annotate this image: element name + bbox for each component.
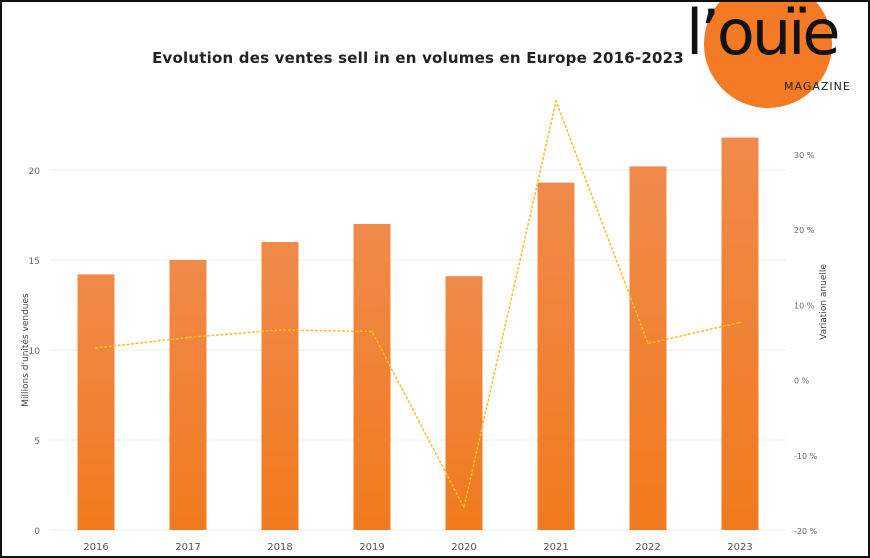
y-tick-label: 20 <box>29 167 41 177</box>
line-point <box>95 347 97 349</box>
logo-circle <box>704 2 832 108</box>
bar <box>721 137 759 530</box>
bar <box>169 260 207 530</box>
y2-tick-label: -10 % <box>794 452 818 461</box>
y2-tick-label: 0 % <box>794 377 810 386</box>
logo-subtitle: MAGAZINE <box>784 80 851 93</box>
y-axis-label: Millions d'unités vendues <box>20 293 31 407</box>
bar <box>537 182 575 530</box>
variation-line <box>95 98 741 510</box>
line-point <box>187 336 189 339</box>
line-point <box>647 342 649 345</box>
x-tick-label: 2016 <box>83 542 108 553</box>
y2-tick-label: 10 % <box>794 301 815 310</box>
x-tick-label: 2022 <box>635 542 660 553</box>
y-tick-label: 0 <box>34 527 40 537</box>
y-tick-label: 15 <box>29 257 40 267</box>
chart-title: Evolution des ventes sell in en volumes … <box>152 49 684 67</box>
bar <box>629 166 667 530</box>
line-point <box>739 321 741 324</box>
line-point <box>371 330 373 333</box>
bar <box>77 274 115 530</box>
brand-logo: l’ouïe MAGAZINE <box>684 0 868 124</box>
x-tick-label: 2020 <box>451 542 476 553</box>
y2-tick-label: 30 % <box>794 151 815 160</box>
x-tick-label: 2019 <box>359 542 384 553</box>
y-tick-label: 5 <box>34 437 40 447</box>
x-tick-label: 2017 <box>175 542 200 553</box>
y2-tick-label: -20 % <box>794 527 818 536</box>
y-tick-label: 10 <box>29 347 41 357</box>
line-point <box>463 506 465 509</box>
x-tick-label: 2018 <box>267 542 292 553</box>
logo-wordmark: l’ouïe <box>686 0 841 69</box>
x-tick-label: 2021 <box>543 542 568 553</box>
bar <box>445 276 483 530</box>
line-point <box>279 329 281 331</box>
bar <box>353 224 391 530</box>
bar <box>261 242 299 530</box>
line-point <box>555 100 557 103</box>
y2-axis-label: Variation anuelle <box>819 264 829 340</box>
x-tick-label: 2023 <box>727 542 752 553</box>
y2-tick-label: 20 % <box>794 226 815 235</box>
